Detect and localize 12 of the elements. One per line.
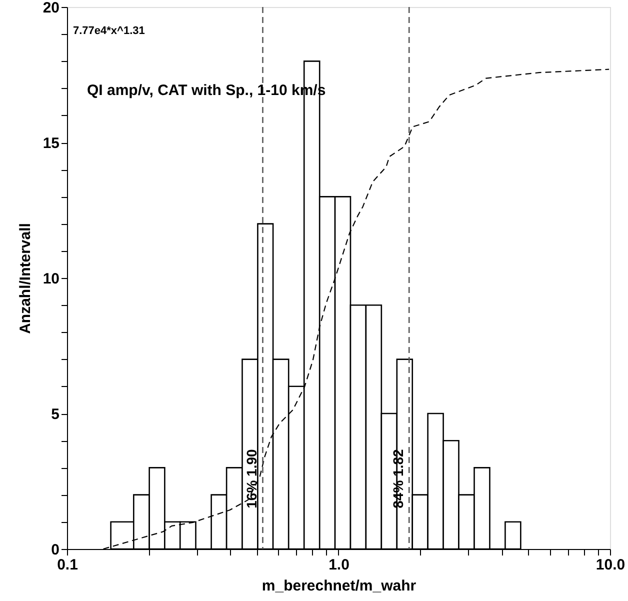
annotation: 16% 1.90 [244,448,260,508]
x-tick-label: 1.0 [328,556,350,574]
annotation: 7.77e4*x^1.31 [73,25,145,37]
y-tick-label: 15 [42,135,60,152]
y-axis-title: Anzahl/Intervall [16,223,34,334]
y-tick-label: 10 [42,270,60,288]
x-tick-label: 0.1 [57,556,78,574]
y-tick-label: 20 [42,0,60,16]
y-tick-label: 0 [51,542,60,558]
y-tick-label: 5 [51,406,60,423]
x-tick-label: 10.0 [596,556,626,574]
x-axis-title: m_berechnet/m_wahr [262,578,416,594]
